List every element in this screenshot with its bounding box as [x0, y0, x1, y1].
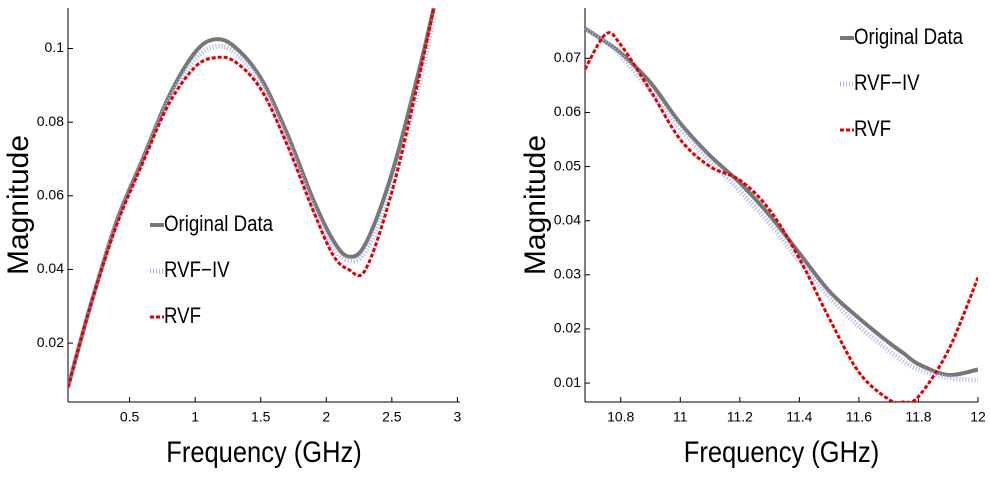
legend-label: RVF−IV — [164, 258, 230, 282]
series-line — [68, 8, 436, 388]
x-tick-label: 1.5 — [251, 409, 271, 425]
x-tick-label: 3 — [453, 409, 461, 425]
y-axis-label: Magnitude — [2, 135, 35, 275]
legend-label: RVF−IV — [854, 71, 920, 95]
legend-label: RVF — [854, 117, 891, 141]
y-tick-label: 0.04 — [37, 260, 64, 276]
y-tick-label: 0.04 — [554, 211, 581, 227]
legend: Original Data RVF−IV RVF — [150, 212, 274, 328]
x-tick-label: 10.8 — [607, 409, 634, 425]
x-tick-label: 12 — [970, 409, 986, 425]
x-tick-label: 11.4 — [786, 409, 812, 425]
y-tick-label: 0.06 — [554, 103, 581, 119]
subplot: 10.8 11 11.2 11.4 11.6 11.8 12 0.01 0.02 0.03 0.04… — [519, 8, 986, 468]
series-line — [68, 8, 436, 388]
x-tick-label: 11 — [673, 409, 688, 425]
legend-label: Original Data — [854, 25, 964, 49]
legend-label: RVF — [164, 304, 201, 328]
y-tick-label: 0.01 — [554, 374, 581, 390]
plot-area — [68, 8, 437, 388]
series-line — [585, 26, 978, 383]
x-tick-label: 0.5 — [120, 409, 140, 425]
x-tick-label: 1 — [191, 409, 199, 425]
x-axis-label: Frequency (GHz) — [684, 435, 879, 468]
x-tick-label: 11.6 — [846, 409, 872, 425]
plot-area — [585, 26, 978, 402]
y-tick-label: 0.07 — [554, 49, 581, 65]
y-tick-label: 0.03 — [554, 266, 581, 282]
y-tick-label: 0.06 — [37, 186, 64, 202]
y-tick-label: 0.08 — [37, 113, 64, 129]
legend-label: Original Data — [164, 212, 274, 236]
x-tick-label: 2 — [322, 409, 330, 425]
x-tick-label: 2.5 — [382, 409, 402, 425]
legend: Original Data RVF−IV RVF — [840, 25, 964, 141]
y-axis-label: Magnitude — [519, 135, 552, 275]
y-tick-label: 0.02 — [37, 334, 64, 350]
y-tick-label: 0.05 — [554, 157, 581, 173]
y-tick-label: 0.1 — [45, 39, 65, 55]
x-tick-label: 11.8 — [905, 409, 931, 425]
x-axis-label: Frequency (GHz) — [166, 435, 361, 468]
subplot: 0.5 1 1.5 2 2.5 3 0.02 0.04 0.06 0.08 0.1 Frequency… — [2, 8, 461, 468]
x-tick-label: 11.2 — [727, 409, 753, 425]
series-line — [68, 18, 437, 388]
y-tick-label: 0.02 — [554, 320, 581, 336]
